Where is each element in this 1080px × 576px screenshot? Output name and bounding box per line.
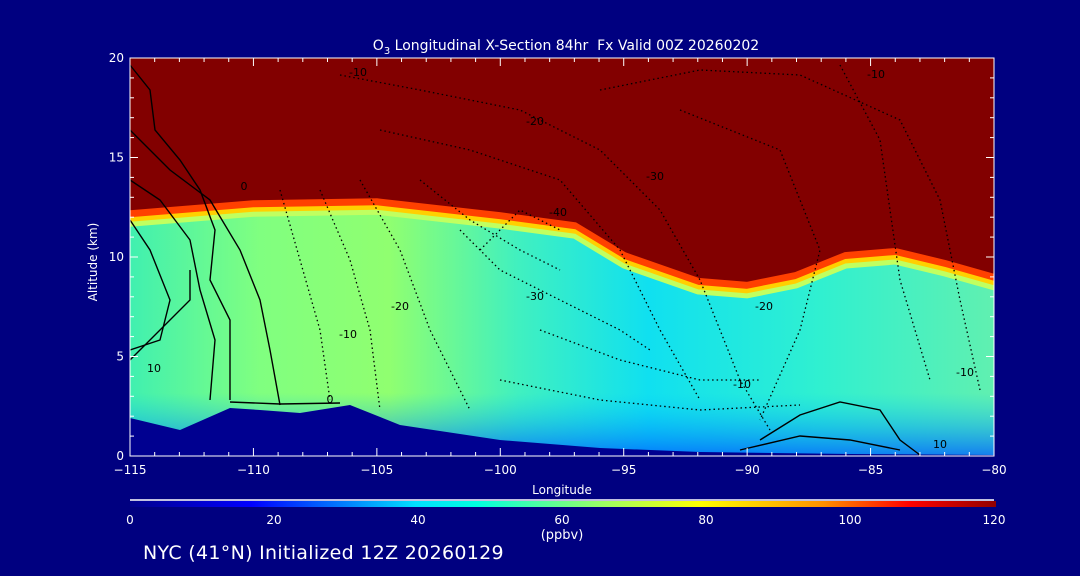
x-tick-label: −80 [981,463,1006,477]
colorbar-tick-label: 0 [126,513,134,527]
contour-label: -10 [956,366,974,379]
tropopause-light-band [130,209,994,299]
plot-area: -10 -20 -30 -40 0 10 -10 -20 -30 -10 -20 -10 0 -10 10 [130,58,994,456]
colorbar-units: (ppbv) [541,528,584,543]
contour-label: -10 [349,66,367,79]
tropopause-orange-band [130,198,994,292]
contour-line-solid [229,401,341,405]
contour-line-solid [739,435,901,451]
contour-label: -20 [391,300,409,313]
contour-line-dotted [599,69,981,391]
contour-line-dotted [419,179,561,271]
contour-lines: -10 -20 -30 -40 0 10 -10 -20 -30 -10 -20 -10 0 -10 10 [130,64,981,456]
contour-label: 0 [327,393,334,406]
x-tick-label: −100 [484,463,517,477]
chart-title: O3 Longitudinal X-Section 84hr Fx Valid … [373,38,759,57]
contour-line-dotted [459,229,651,351]
contour-label: -10 [733,378,751,391]
contour-line-dotted [479,209,561,251]
y-tick-label: 15 [109,151,124,165]
y-tick-label: 5 [116,350,124,364]
contour-label: 10 [933,438,947,451]
contour-line-dotted [379,129,701,401]
contour-label: -30 [526,290,544,303]
lower-troposphere-shade [130,203,994,456]
y-axis-label: Altitude (km) [86,223,100,302]
y-tick-label: 0 [116,449,124,463]
contour-line-dotted [319,189,381,411]
colorbar [130,501,996,507]
x-tick-label: −115 [114,463,147,477]
x-tick-label: −105 [360,463,393,477]
colorbar-tick-label: 80 [698,513,713,527]
colorbar-tick-label: 100 [839,513,862,527]
x-tick-label: −110 [237,463,270,477]
contour-line-dotted [539,329,760,381]
y-tick-label: 10 [109,250,124,264]
contour-label: 10 [147,362,161,375]
contour-line-solid [130,129,281,406]
contour-line-solid [130,219,171,351]
contour-line-solid [130,179,216,401]
contour-label: -20 [526,115,544,128]
x-tick-label: −95 [611,463,636,477]
contour-line-solid [759,401,921,456]
contour-line-dotted [279,189,331,401]
y-tick-label: 20 [109,51,124,65]
contour-label: -20 [755,300,773,313]
x-tick-label: −85 [858,463,883,477]
contour-line-solid [130,270,191,361]
x-tick-label: −90 [734,463,759,477]
footer-init-info: NYC (41°N) Initialized 12Z 20260129 [143,542,504,564]
contour-line-dotted [499,379,801,411]
contour-label: -10 [339,328,357,341]
contour-label: 0 [241,180,248,193]
terrain-mask [130,405,994,456]
x-axis-label: Longitude [532,483,592,497]
colorbar-tick-label: 40 [410,513,425,527]
colorbar-tick-label: 20 [266,513,281,527]
y-axis: 0 5 10 15 20 [109,51,994,463]
contour-label: -30 [646,170,664,183]
x-axis: −115 −110 −105 −100 −95 −90 −85 −80 [114,58,1007,477]
contour-label: -40 [549,206,567,219]
colorbar-ticks: 0 20 40 60 80 100 120 [126,513,1005,527]
contour-line-solid [130,64,231,400]
contour-label: -10 [867,68,885,81]
colorbar-tick-label: 60 [554,513,569,527]
colorbar-tick-label: 120 [983,513,1006,527]
